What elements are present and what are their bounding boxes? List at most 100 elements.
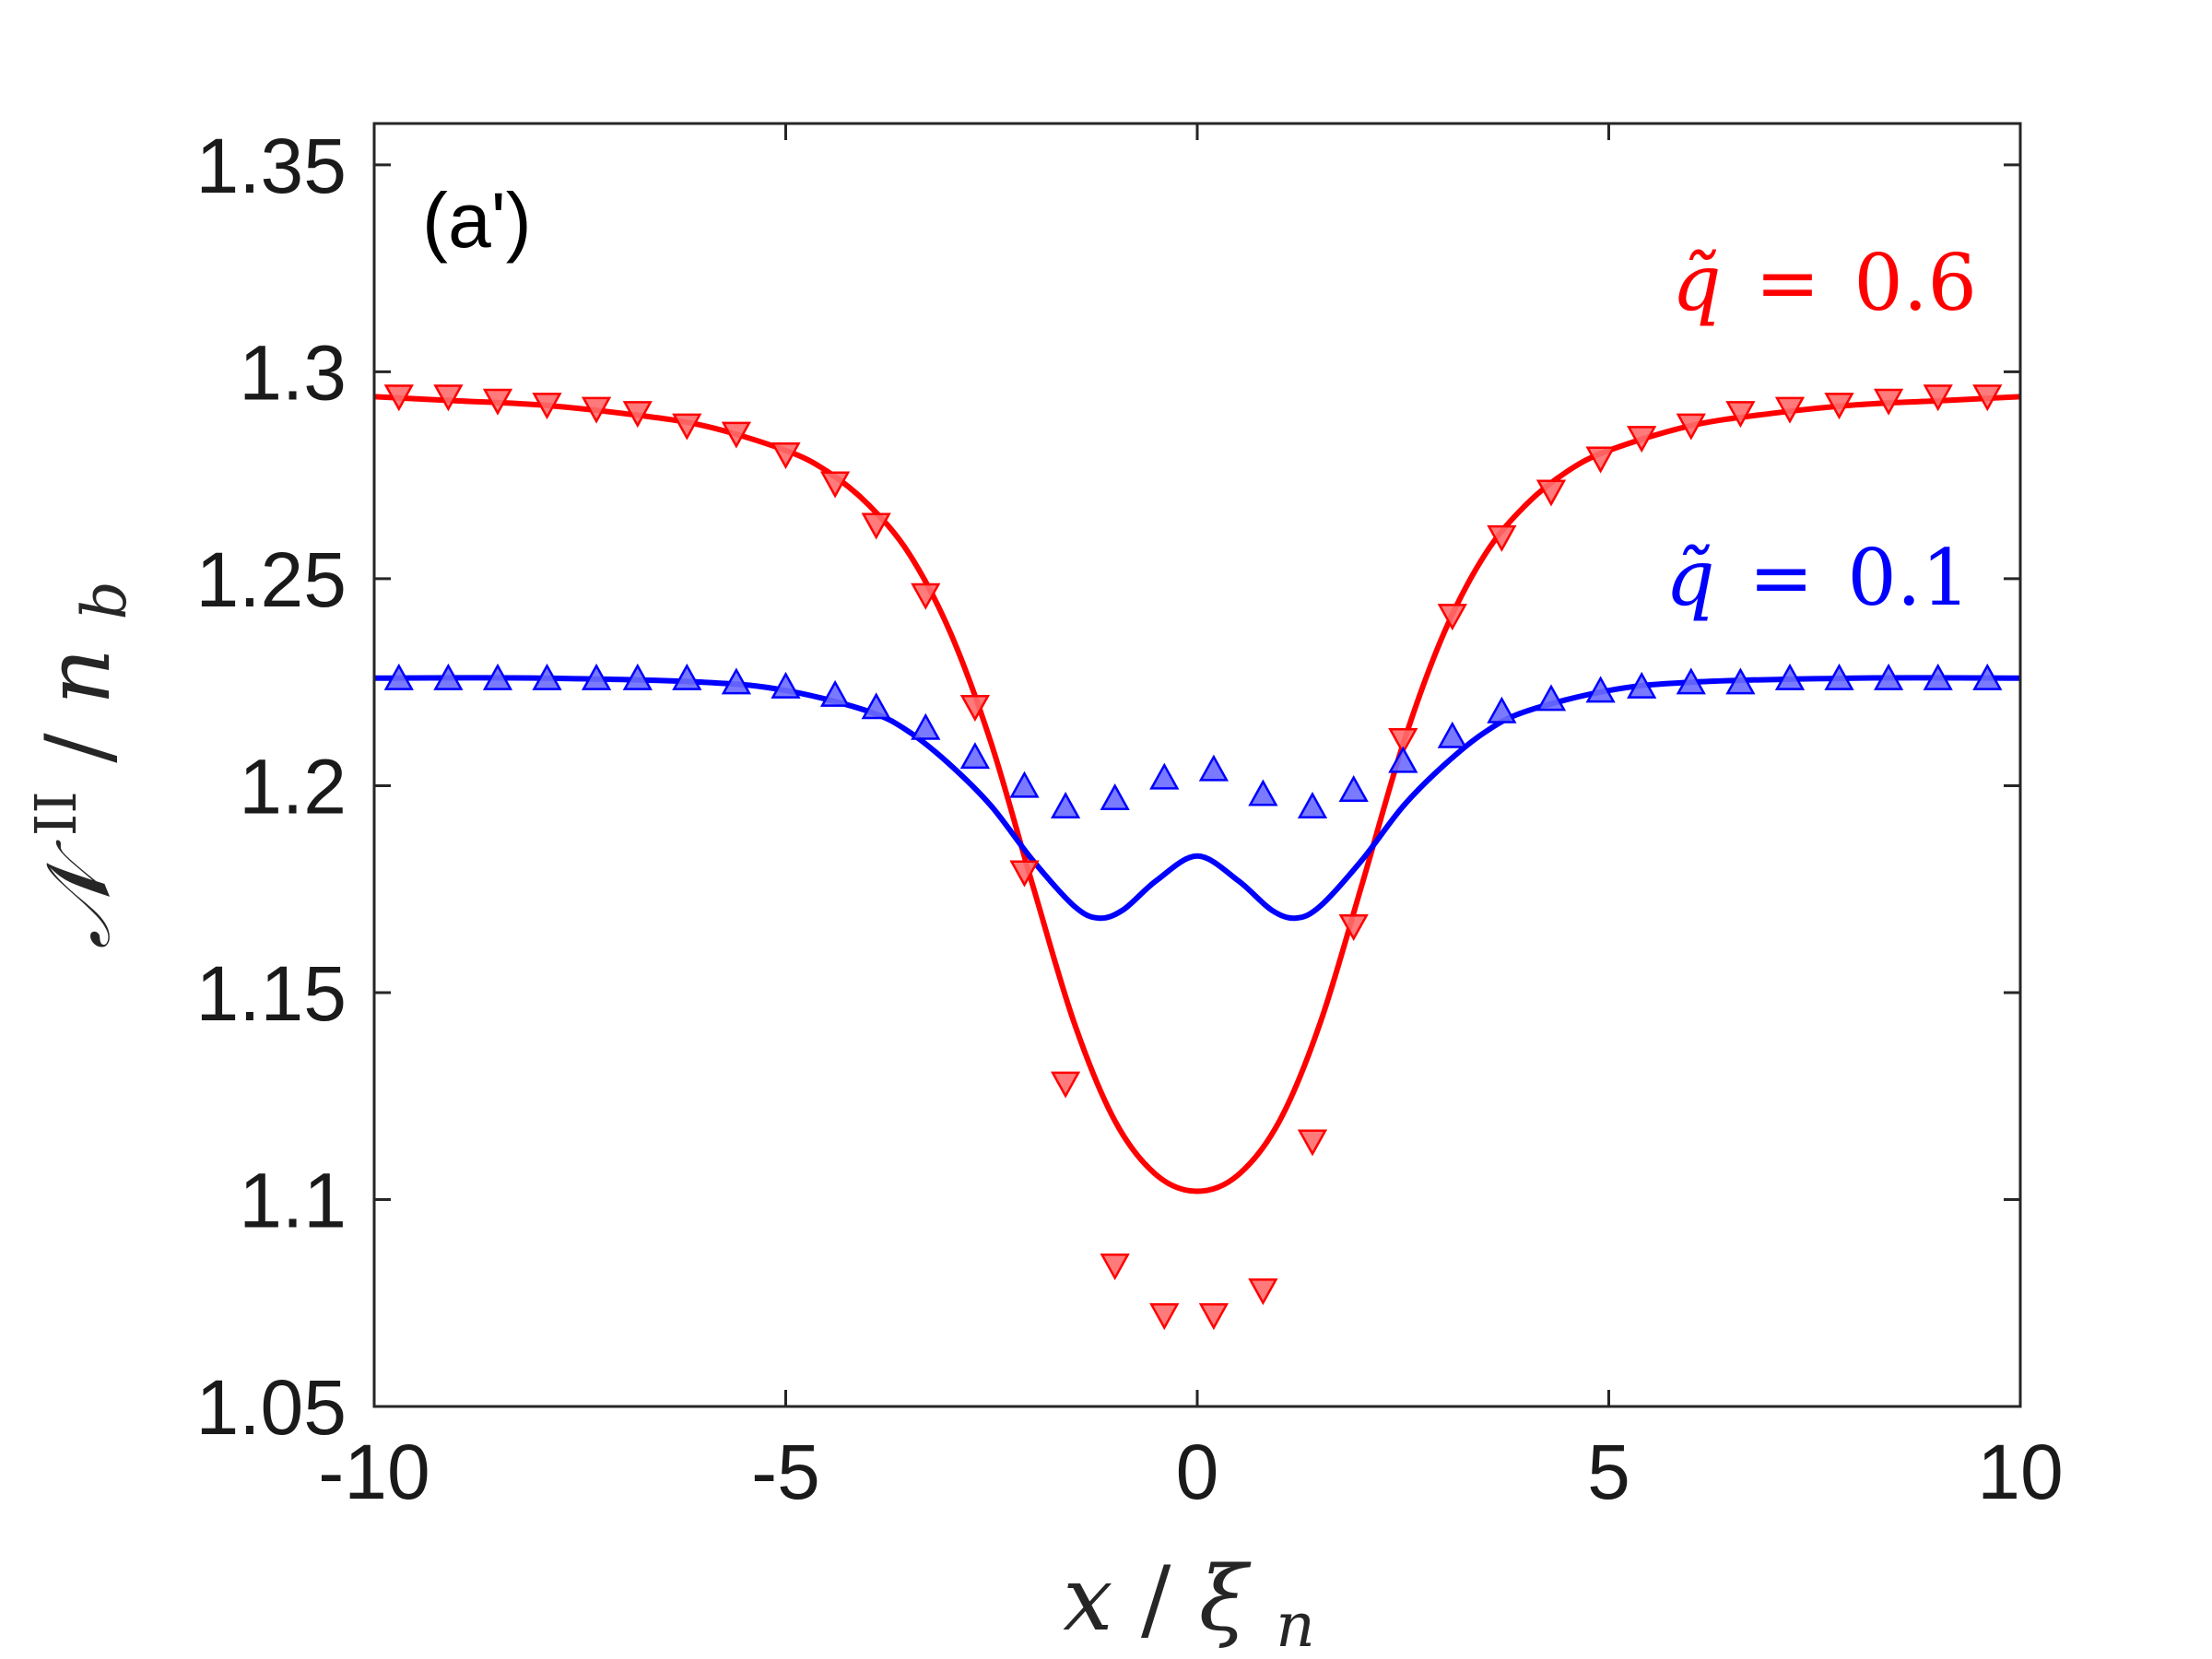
- series-1-point: [1338, 775, 1369, 803]
- y-axis-label-sup: II: [22, 791, 89, 836]
- series-markers: [383, 384, 2003, 1331]
- legend-q06-eq: =: [1755, 238, 1819, 328]
- legend-q06-var: q̃: [1672, 238, 1722, 328]
- series-1-point: [959, 742, 991, 770]
- y-axis-label-sub: b: [69, 581, 140, 619]
- y-tick-label: 1.15: [196, 950, 347, 1037]
- legend-q01-var: q̃: [1665, 533, 1715, 623]
- series-0-point: [581, 396, 612, 424]
- series-1-point: [581, 663, 612, 690]
- series-0-point: [721, 421, 752, 449]
- series-1-curve: [373, 675, 2021, 922]
- legend-q01-eq: =: [1748, 533, 1813, 623]
- legend-q06-val: 0.6: [1853, 238, 1977, 328]
- series-1-point: [1437, 721, 1467, 748]
- series-0-point: [622, 401, 653, 429]
- series-0-point: [1972, 384, 2003, 412]
- x-axis-label-var: ξ: [1199, 1547, 1252, 1651]
- x-axis-label-sep: /: [1141, 1547, 1171, 1651]
- y-tick-label: 1.35: [196, 123, 347, 209]
- svg-text:𝒩 II / n: 𝒩 II / n b: [0, 581, 140, 948]
- series-0-point: [1248, 1278, 1278, 1306]
- series-0-point: [1437, 604, 1467, 631]
- series-1-point: [1248, 779, 1278, 806]
- series-1-point: [1388, 746, 1418, 773]
- series-1-point: [1972, 663, 2003, 690]
- series-1-point: [1100, 783, 1130, 811]
- series-0-point: [1873, 388, 1904, 416]
- series-1-point: [1050, 792, 1081, 819]
- series-1-point: [383, 663, 414, 690]
- series-0-point: [1585, 446, 1616, 474]
- series-1-point: [1198, 754, 1230, 782]
- series-1-point: [532, 663, 562, 690]
- series-1-point: [861, 692, 891, 720]
- series-1-point: [672, 663, 702, 690]
- x-axis-label-sub: n: [1276, 1590, 1315, 1659]
- x-axis-label: x / ξ n: [1063, 1547, 1314, 1659]
- y-axis-label: 𝒩 II / n b: [0, 581, 140, 948]
- series-0-point: [1676, 413, 1706, 441]
- series-0-point: [1388, 727, 1418, 755]
- series-0-point: [1535, 479, 1567, 507]
- plot-frame: [372, 122, 2022, 1408]
- series-0-point: [1774, 396, 1806, 424]
- series-1-point: [622, 663, 653, 690]
- series-1-point: [1824, 663, 1854, 690]
- series-1-point: [1535, 684, 1567, 712]
- series-1-point: [819, 679, 851, 707]
- y-axis-label-sep: /: [27, 733, 130, 763]
- series-1-point: [1149, 762, 1180, 790]
- y-tick-label: 1.2: [239, 743, 347, 830]
- series-0-point: [482, 388, 513, 416]
- y-axis-label-var: n: [27, 648, 130, 705]
- series-1-point: [1487, 696, 1517, 724]
- series-0-point: [1297, 1129, 1328, 1157]
- series-0-point: [1824, 393, 1854, 420]
- x-tick-label: 10: [1977, 1429, 2063, 1515]
- series-0-point: [1725, 401, 1756, 429]
- legend-label-q01: q̃ = 0.1: [1665, 533, 1971, 623]
- series-1-point: [1774, 663, 1806, 690]
- series-0-point: [1338, 913, 1369, 941]
- series-0-point: [861, 512, 891, 540]
- series-0-point: [819, 471, 851, 499]
- series-0-point: [1198, 1303, 1230, 1331]
- series-0-point: [672, 413, 702, 441]
- series-0-point: [1627, 426, 1657, 453]
- series-0-point: [911, 582, 941, 610]
- series-1-point: [1725, 667, 1756, 695]
- series-1-point: [1009, 771, 1040, 798]
- x-tick-labels: -10 -5 0 5 10: [318, 1429, 2063, 1515]
- x-tick-label: 5: [1587, 1429, 1630, 1515]
- panel-label: (a'): [422, 177, 532, 264]
- y-tick-labels: 1.05 1.1 1.15 1.2 1.25 1.3 1.35: [196, 123, 347, 1451]
- y-tick-label: 1.25: [196, 536, 347, 623]
- series-1-point: [1585, 676, 1616, 703]
- legend-label-q06: q̃ = 0.6: [1672, 238, 1977, 328]
- svg-text:q̃ = 0.1: q̃ = 0.1: [1665, 533, 1971, 623]
- series-0-point: [959, 694, 991, 722]
- svg-text:q̃ = 0.6: q̃ = 0.6: [1672, 238, 1977, 328]
- series-1-point: [1873, 663, 1904, 690]
- series-1-point: [911, 712, 941, 740]
- legend-q01-val: 0.1: [1847, 533, 1971, 623]
- y-tick-label: 1.1: [239, 1157, 347, 1243]
- series-1-point: [1923, 663, 1953, 690]
- series-1-point: [1676, 667, 1706, 695]
- series-0-point: [1149, 1303, 1180, 1331]
- series-0-point: [532, 393, 562, 420]
- svg-text:x / ξ n: x / ξ n: [1063, 1547, 1314, 1659]
- x-tick-label: -10: [318, 1429, 429, 1515]
- y-axis-label-main: 𝒩: [27, 840, 130, 949]
- series-1-point: [1297, 792, 1328, 819]
- series-1-point: [433, 663, 464, 690]
- series-0-point: [1100, 1253, 1130, 1281]
- series-0-point: [383, 384, 414, 412]
- x-axis-label-main: x: [1063, 1547, 1112, 1651]
- y-tick-label: 1.05: [196, 1364, 347, 1451]
- series-1-point: [721, 667, 752, 695]
- y-tick-label: 1.3: [239, 329, 347, 416]
